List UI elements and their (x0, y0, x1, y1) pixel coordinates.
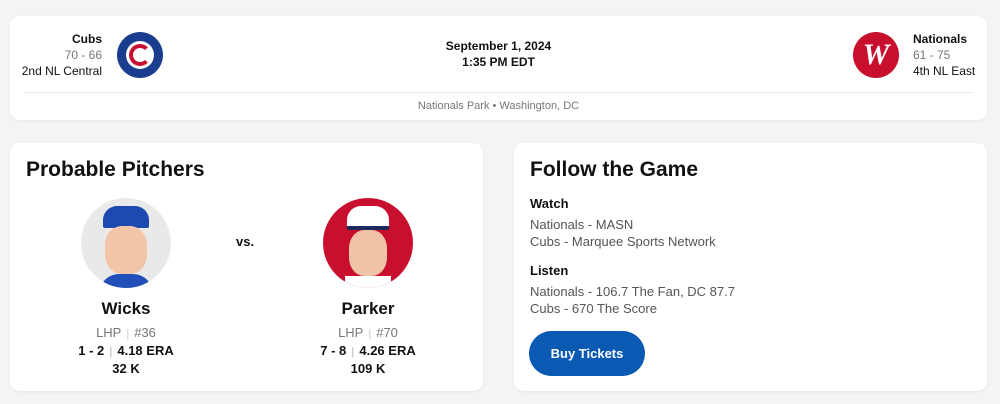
win-loss: 1 - 2 (78, 343, 105, 358)
game-date: September 1, 2024 (445, 39, 552, 53)
strikeouts: 109 K (350, 361, 386, 376)
vs-label: vs. (236, 234, 255, 249)
era: 4.26 ERA (359, 343, 416, 358)
home-team-info: Nationals 61 - 75 4th NL East (913, 32, 975, 78)
strikeouts: 32 K (112, 361, 140, 376)
watch-item: Cubs - Marquee Sports Network (530, 234, 716, 249)
pitcher-away: Wicks LHP | #36 1 - 2 | 4.18 ERA 32 K (46, 198, 206, 376)
era: 4.18 ERA (117, 343, 174, 358)
pitcher-home: Parker LHP | #70 7 - 8 | 4.26 ERA 109 K (288, 198, 448, 376)
pitcher-hand: LHP (96, 325, 122, 340)
watch-item: Nationals - MASN (530, 217, 634, 232)
listen-item: Nationals - 106.7 The Fan, DC 87.7 (530, 284, 735, 299)
pitcher-number: #36 (134, 325, 156, 340)
home-team-standing: 4th NL East (913, 64, 976, 78)
cubs-logo-icon[interactable] (117, 32, 163, 78)
watch-label: Watch (530, 196, 569, 211)
follow-the-game-card: Follow the Game Watch Nationals - MASN C… (514, 143, 987, 391)
pitcher-hand: LHP (338, 325, 364, 340)
buy-tickets-button[interactable]: Buy Tickets (529, 331, 645, 376)
pitcher-record: 7 - 8 | 4.26 ERA (320, 343, 416, 358)
home-team-record: 61 - 75 (913, 48, 951, 62)
away-team-info: Cubs 70 - 66 2nd NL Central (22, 32, 102, 78)
win-loss: 7 - 8 (320, 343, 347, 358)
home-team-name[interactable]: Nationals (913, 32, 968, 46)
pitcher-avatar[interactable] (323, 198, 413, 288)
listen-label: Listen (530, 263, 569, 278)
game-time: 1:35 PM EDT (462, 55, 535, 69)
listen-item: Cubs - 670 The Score (530, 301, 657, 316)
section-title: Probable Pitchers (26, 158, 205, 181)
pitcher-name[interactable]: Parker (341, 299, 395, 318)
away-team-standing: 2nd NL Central (21, 64, 102, 78)
probable-pitchers-card: Probable Pitchers Wicks LHP | #36 1 - 2 | 4.… (10, 143, 483, 391)
pitcher-name[interactable]: Wicks (101, 299, 151, 318)
nationals-logo-icon[interactable]: W (853, 32, 899, 78)
game-datetime: September 1, 2024 1:35 PM EDT (10, 38, 987, 70)
game-header: Cubs 70 - 66 2nd NL Central September 1,… (10, 16, 987, 120)
pitcher-position: LHP | #70 (338, 325, 398, 340)
pitcher-record: 1 - 2 | 4.18 ERA (78, 343, 174, 358)
pitcher-number: #70 (376, 325, 398, 340)
away-team-name[interactable]: Cubs (72, 32, 102, 46)
venue: Nationals Park • Washington, DC (417, 100, 580, 112)
section-title: Follow the Game (530, 158, 699, 181)
pitcher-position: LHP | #36 (96, 325, 156, 340)
divider (24, 92, 973, 93)
away-team-record: 70 - 66 (64, 48, 102, 62)
pitcher-avatar[interactable] (81, 198, 171, 288)
